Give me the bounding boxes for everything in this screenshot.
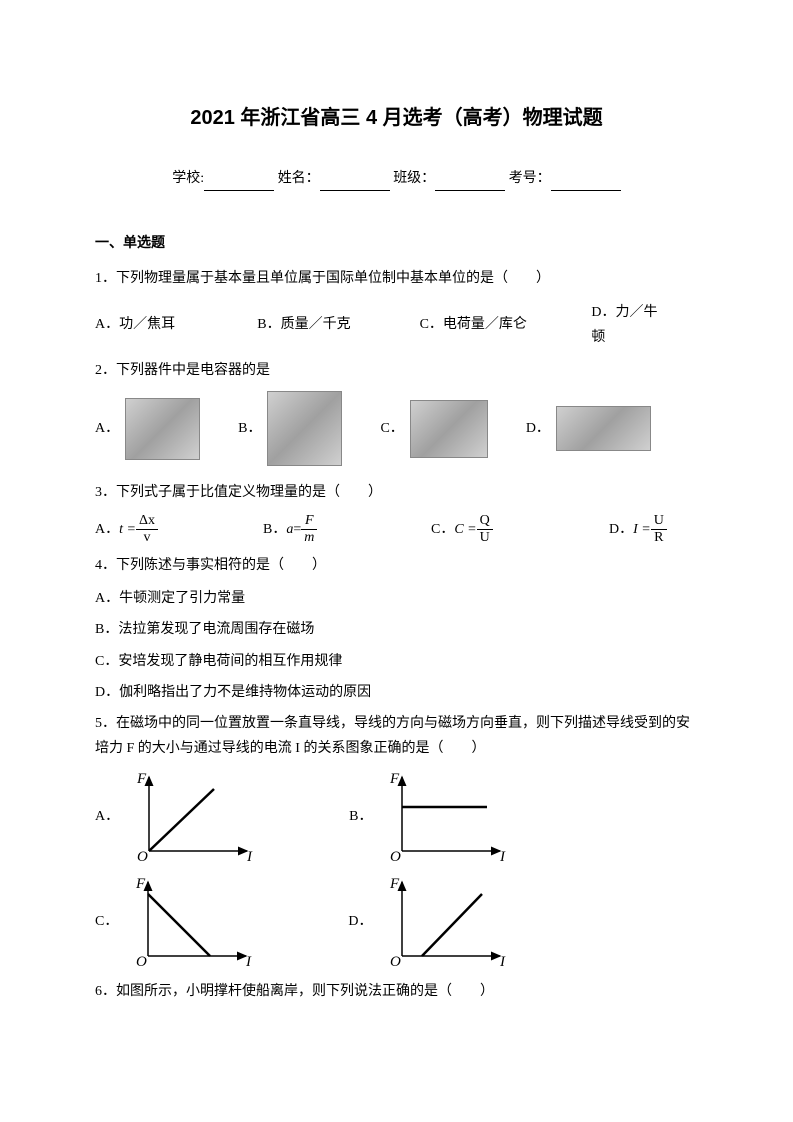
q3-options: A． t = Δx v B． a = F m C． C = Q U D． I =… — [95, 513, 698, 545]
q3-a-den: v — [136, 530, 158, 545]
q3-b-label: B． — [263, 517, 286, 542]
q5-b-label: B． — [349, 804, 372, 829]
q5-opt-c: C． F I O — [95, 874, 258, 969]
svg-text:O: O — [390, 954, 401, 969]
origin-o: O — [137, 849, 148, 864]
q3-b-den: m — [301, 530, 317, 545]
q2-b-label: B． — [238, 416, 261, 441]
q3-c-label: C． — [431, 517, 454, 542]
q3-b-frac: F m — [301, 513, 317, 545]
q3-a-num: Δx — [136, 513, 158, 529]
section-title: 一、单选题 — [95, 231, 698, 256]
q4-opt-c: C．安培发现了静电荷间的相互作用规律 — [95, 649, 698, 674]
page-title: 2021 年浙江省高三 4 月选考（高考）物理试题 — [95, 100, 698, 136]
q3-b-num: F — [301, 513, 317, 529]
q3-c-lhs: C = — [454, 517, 476, 542]
q1-opt-b: B．质量／千克 — [257, 312, 381, 337]
name-blank[interactable] — [320, 173, 390, 191]
q1-opt-d: D．力／牛顿 — [591, 300, 668, 350]
axis-i: I — [246, 849, 253, 864]
q2-img-d — [556, 406, 651, 451]
q3-a-lhs: t = — [119, 517, 136, 542]
axis-f: F — [136, 771, 147, 787]
q2-opt-c: C． — [380, 400, 487, 458]
q5-d-label: D． — [348, 909, 372, 934]
q3-opt-c: C． C = Q U — [431, 513, 571, 545]
q1-options: A．功／焦耳 B．质量／千克 C．电荷量／库仑 D．力／牛顿 — [95, 300, 698, 350]
svg-text:I: I — [499, 849, 506, 864]
q5-opt-d: D． F I O — [348, 874, 512, 969]
q4-options: A．牛顿测定了引力常量 B．法拉第发现了电流周围存在磁场 C．安培发现了静电荷间… — [95, 586, 698, 705]
svg-text:F: F — [389, 771, 400, 787]
q5-opt-a: A． F I O — [95, 769, 259, 864]
number-label: 考号： — [509, 171, 551, 186]
q2-d-label: D． — [526, 416, 550, 441]
school-label: 学校: — [172, 171, 204, 186]
name-label: 姓名： — [278, 171, 320, 186]
q3-a-frac: Δx v — [136, 513, 158, 545]
q3-opt-d: D． I = U R — [609, 513, 667, 545]
q5-opt-b: B． F I O — [349, 769, 512, 864]
school-blank[interactable] — [204, 173, 274, 191]
q2-options: A． B． C． D． — [95, 391, 698, 466]
q1-opt-a: A．功／焦耳 — [95, 312, 219, 337]
q3-d-label: D． — [609, 517, 633, 542]
q4-opt-b: B．法拉第发现了电流周围存在磁场 — [95, 617, 698, 642]
q2-opt-b: B． — [238, 391, 342, 466]
svg-text:O: O — [136, 954, 147, 969]
q5-graph-c: F I O — [128, 874, 258, 969]
q5-graph-b: F I O — [382, 769, 512, 864]
q3-opt-b: B． a = F m — [263, 513, 393, 545]
q5-graph-d: F I O — [382, 874, 512, 969]
q3-c-num: Q — [477, 513, 493, 529]
q3-b-lhs: a — [286, 517, 293, 542]
question-3: 3．下列式子属于比值定义物理量的是（ ） — [95, 480, 698, 505]
question-1: 1．下列物理量属于基本量且单位属于国际单位制中基本单位的是（ ） — [95, 266, 698, 291]
question-5: 5．在磁场中的同一位置放置一条直导线，导线的方向与磁场方向垂直，则下列描述导线受… — [95, 711, 698, 761]
q2-img-b — [267, 391, 342, 466]
q3-c-frac: Q U — [477, 513, 493, 545]
q5-a-label: A． — [95, 804, 119, 829]
svg-text:I: I — [499, 954, 506, 969]
q4-opt-a: A．牛顿测定了引力常量 — [95, 586, 698, 611]
q5-row2: C． F I O D． F I O — [95, 874, 698, 969]
question-6: 6．如图所示，小明撑杆使船离岸，则下列说法正确的是（ ） — [95, 979, 698, 1004]
q3-d-num: U — [651, 513, 667, 529]
q3-b-eq: = — [293, 517, 301, 542]
q2-a-label: A． — [95, 416, 119, 441]
q2-opt-d: D． — [526, 406, 651, 451]
question-2: 2．下列器件中是电容器的是 — [95, 358, 698, 383]
q2-c-label: C． — [380, 416, 403, 441]
number-blank[interactable] — [551, 173, 621, 191]
svg-text:F: F — [135, 876, 146, 892]
q2-opt-a: A． — [95, 398, 200, 460]
svg-text:O: O — [390, 849, 401, 864]
q1-opt-c: C．电荷量／库仑 — [420, 312, 554, 337]
question-4: 4．下列陈述与事实相符的是（ ） — [95, 553, 698, 578]
q5-row1: A． F I O B． F I O — [95, 769, 698, 864]
q2-img-a — [125, 398, 200, 460]
q5-c-label: C． — [95, 909, 118, 934]
student-info-line: 学校: 姓名： 班级： 考号： — [95, 166, 698, 191]
q4-opt-d: D．伽利略指出了力不是维持物体运动的原因 — [95, 680, 698, 705]
q3-c-den: U — [477, 530, 493, 545]
q2-img-c — [410, 400, 488, 458]
class-label: 班级： — [393, 171, 435, 186]
q3-a-label: A． — [95, 517, 119, 542]
svg-text:F: F — [389, 876, 400, 892]
q5-graph-a: F I O — [129, 769, 259, 864]
q3-d-den: R — [651, 530, 667, 545]
q3-opt-a: A． t = Δx v — [95, 513, 225, 545]
class-blank[interactable] — [435, 173, 505, 191]
svg-text:I: I — [245, 954, 252, 969]
q3-d-frac: U R — [651, 513, 667, 545]
q3-d-lhs: I = — [633, 517, 651, 542]
